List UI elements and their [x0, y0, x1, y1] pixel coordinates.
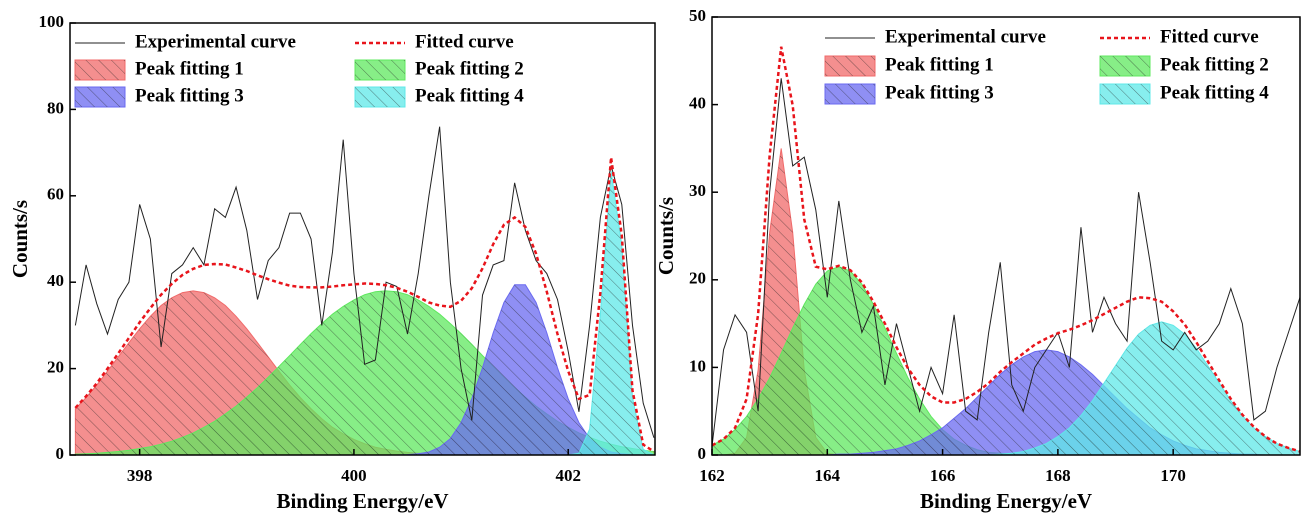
legend-label: Peak fitting 4: [1160, 82, 1269, 103]
y-tick-label: 0: [698, 444, 707, 463]
peak-hatch: [75, 290, 654, 455]
peak-hatch: [712, 321, 1300, 455]
x-tick-label: 402: [555, 466, 581, 485]
legend-hatch: [825, 56, 875, 76]
legend-label: Peak fitting 4: [415, 85, 524, 106]
plot-frame: [69, 22, 656, 456]
y-tick-label: 40: [689, 94, 706, 113]
y-tick-label: 20: [47, 358, 64, 377]
y-tick-label: 0: [56, 444, 65, 463]
fitted-line: [712, 46, 1300, 453]
x-axis-label: Binding Energy/eV: [920, 489, 1092, 513]
legend-hatch: [75, 60, 125, 80]
peak-hatch: [75, 284, 654, 455]
y-tick-label: 80: [47, 98, 64, 117]
x-tick-label: 170: [1160, 466, 1186, 485]
y-tick-label: 60: [47, 185, 64, 204]
x-tick-label: 398: [127, 466, 153, 485]
legend-label: Fitted curve: [1160, 26, 1259, 47]
peak-hatch: [712, 266, 1300, 455]
x-axis-label: Binding Energy/eV: [276, 489, 448, 513]
y-tick-label: 40: [47, 271, 64, 290]
fitted-line: [74, 157, 655, 453]
legend-hatch: [1100, 84, 1150, 104]
legend-label: Fitted curve: [415, 31, 514, 52]
y-tick-label: 10: [689, 356, 706, 375]
legend-label: Peak fitting 3: [885, 82, 994, 103]
legend-label: Experimental curve: [135, 31, 296, 52]
legend-hatch: [1100, 56, 1150, 76]
x-tick-label: 164: [815, 466, 841, 485]
x-tick-label: 166: [930, 466, 956, 485]
legend-hatch: [355, 60, 405, 80]
experimental-line: [712, 78, 1300, 447]
peak-hatch: [712, 349, 1300, 455]
legend-label: Peak fitting 2: [1160, 54, 1269, 75]
legend-hatch: [355, 87, 405, 107]
peak-hatch: [75, 171, 654, 455]
plot-area: [712, 46, 1300, 455]
y-axis-label: Counts/s: [8, 200, 32, 278]
x-tick-label: 400: [341, 466, 367, 485]
legend-label: Peak fitting 1: [885, 54, 994, 75]
x-tick-label: 162: [699, 466, 725, 485]
legend-label: Peak fitting 2: [415, 58, 524, 79]
y-tick-label: 20: [689, 269, 706, 288]
legend-hatch: [75, 87, 125, 107]
legend-label: Peak fitting 3: [135, 85, 244, 106]
legend-label: Experimental curve: [885, 26, 1046, 47]
x-tick-label: 168: [1045, 466, 1071, 485]
y-axis-label: Counts/s: [654, 197, 678, 275]
y-tick-label: 50: [689, 6, 706, 25]
y-tick-label: 100: [39, 12, 65, 31]
plot-area: [74, 126, 655, 455]
experimental-line: [74, 126, 655, 438]
legend-hatch: [825, 84, 875, 104]
plot-frame: [711, 16, 1301, 456]
legend-label: Peak fitting 1: [135, 58, 244, 79]
y-tick-label: 30: [689, 181, 706, 200]
